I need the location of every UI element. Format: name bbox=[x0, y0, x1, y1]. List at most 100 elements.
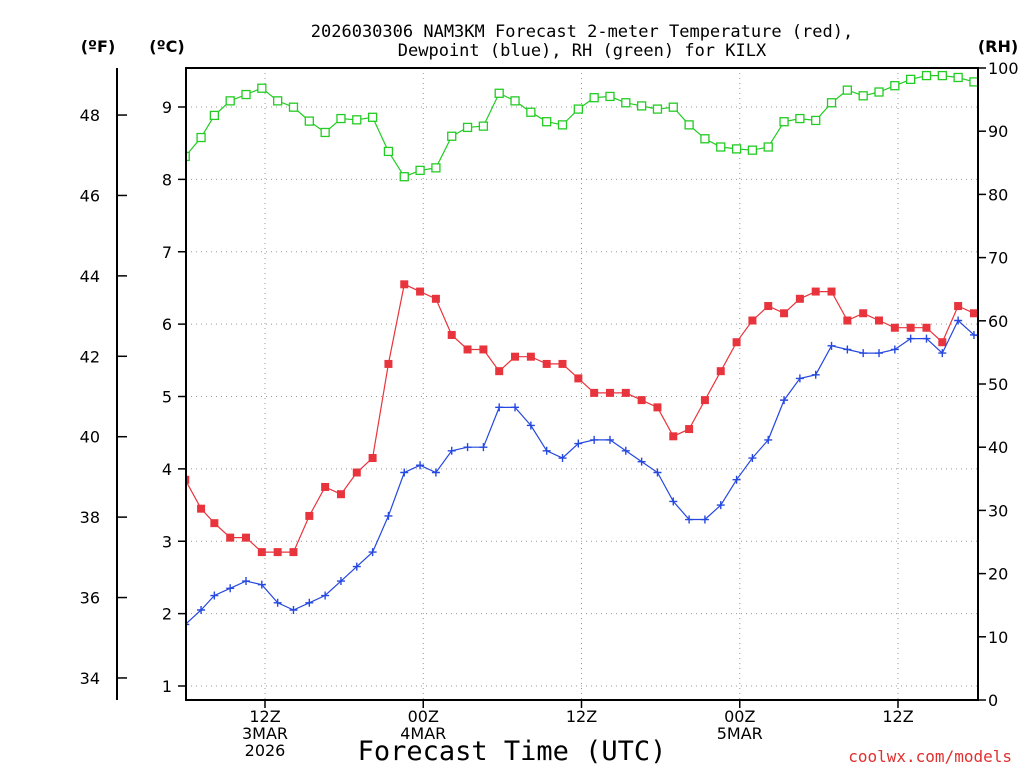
dewpoint-point-11 bbox=[352, 562, 361, 571]
dewpoint-point-45 bbox=[890, 345, 899, 354]
celsius-tick-label-3: 4 bbox=[162, 460, 172, 479]
temperature-point-10 bbox=[336, 490, 345, 499]
fahrenheit-tick-label-5: 44 bbox=[80, 267, 100, 286]
rh-point-50 bbox=[969, 77, 978, 87]
dewpoint-point-34 bbox=[716, 501, 725, 510]
dewpoint-point-15 bbox=[416, 461, 425, 470]
fahrenheit-tick-label-1: 36 bbox=[80, 589, 100, 608]
dewpoint-point-22 bbox=[526, 421, 535, 430]
dewpoint-point-19 bbox=[479, 443, 488, 452]
temperature-point-27 bbox=[605, 388, 614, 397]
temperature-point-48 bbox=[938, 338, 947, 347]
dewpoint-point-31 bbox=[669, 497, 678, 506]
rh-tick-label-8: 80 bbox=[988, 185, 1008, 204]
rh-point-1 bbox=[196, 132, 206, 143]
celsius-tick-label-0: 1 bbox=[162, 677, 172, 696]
temperature-point-33 bbox=[700, 396, 709, 405]
rh-unit-label: (RH) bbox=[978, 37, 1018, 56]
rh-tick-label-9: 90 bbox=[988, 122, 1008, 141]
temperature-point-3 bbox=[226, 533, 235, 542]
dewpoint-point-52 bbox=[1002, 353, 1010, 361]
celsius-tick-label-2: 3 bbox=[162, 532, 172, 551]
temperature-point-16 bbox=[431, 294, 440, 303]
rh-point-44 bbox=[874, 87, 884, 97]
celsius-tick-label-4: 5 bbox=[162, 388, 172, 407]
dewpoint-point-0 bbox=[186, 623, 190, 626]
celsius-tick-label-1: 2 bbox=[162, 605, 172, 624]
rh-point-34 bbox=[716, 142, 726, 152]
celsius-unit-label: (ºC) bbox=[149, 37, 184, 56]
rh-point-52 bbox=[1002, 79, 1010, 87]
rh-point-10 bbox=[336, 113, 346, 124]
temperature-point-20 bbox=[495, 367, 504, 376]
dewpoint-point-1 bbox=[197, 606, 206, 615]
rh-point-22 bbox=[526, 107, 536, 117]
rh-point-29 bbox=[636, 101, 647, 111]
rh-tick-label-1: 10 bbox=[988, 628, 1008, 647]
dewpoint-point-28 bbox=[621, 446, 630, 455]
temperature-point-52 bbox=[1002, 331, 1010, 339]
temperature-point-12 bbox=[368, 454, 377, 463]
rh-point-32 bbox=[684, 120, 694, 130]
rh-point-51 bbox=[986, 78, 994, 86]
dewpoint-point-3 bbox=[226, 584, 235, 593]
rh-point-38 bbox=[779, 117, 789, 127]
time-tick-label-4-0: 12Z bbox=[882, 707, 913, 726]
temperature-line bbox=[186, 283, 978, 553]
rh-point-31 bbox=[668, 102, 678, 112]
dewpoint-point-20 bbox=[495, 403, 504, 412]
temperature-point-17 bbox=[447, 330, 456, 339]
rh-tick-label-3: 30 bbox=[988, 501, 1008, 520]
temperature-point-42 bbox=[843, 316, 852, 325]
plot-series bbox=[186, 70, 1024, 626]
rh-tick-label-2: 20 bbox=[988, 565, 1008, 584]
dewpoint-point-44 bbox=[875, 349, 884, 358]
series-dewpoint bbox=[186, 316, 1010, 626]
temperature-point-7 bbox=[289, 548, 298, 557]
celsius-tick-label-6: 7 bbox=[162, 243, 172, 262]
dewpoint-point-6 bbox=[273, 598, 282, 607]
dewpoint-point-25 bbox=[574, 439, 583, 448]
rh-point-26 bbox=[589, 93, 599, 103]
chart-title: 2026030306 NAM3KM Forecast 2-meter Tempe… bbox=[311, 22, 853, 61]
rh-point-48 bbox=[937, 70, 947, 81]
dewpoint-point-23 bbox=[542, 446, 551, 455]
rh-point-25 bbox=[573, 104, 583, 114]
series-rh bbox=[186, 70, 1024, 182]
temperature-point-30 bbox=[653, 403, 662, 412]
rh-tick-label-5: 50 bbox=[988, 375, 1008, 394]
rh-point-21 bbox=[510, 96, 520, 106]
temperature-point-14 bbox=[400, 280, 409, 289]
temperature-point-37 bbox=[764, 302, 773, 311]
rh-point-8 bbox=[304, 116, 314, 126]
rh-point-39 bbox=[795, 113, 805, 124]
temperature-point-53 bbox=[1017, 331, 1024, 339]
temperature-point-24 bbox=[558, 359, 567, 368]
temperature-point-19 bbox=[479, 345, 488, 354]
temperature-point-47 bbox=[922, 323, 931, 332]
dewpoint-point-43 bbox=[859, 349, 868, 358]
temperature-point-35 bbox=[732, 338, 741, 347]
dewpoint-point-9 bbox=[321, 591, 330, 600]
temperature-point-49 bbox=[954, 302, 963, 311]
dewpoint-point-36 bbox=[748, 454, 757, 463]
dewpoint-point-50 bbox=[969, 330, 978, 339]
rh-point-16 bbox=[431, 163, 441, 173]
celsius-tick-label-8: 9 bbox=[162, 98, 172, 117]
dewpoint-point-8 bbox=[305, 598, 314, 607]
credit-text: coolwx.com/models bbox=[848, 747, 1012, 766]
temperature-point-2 bbox=[210, 519, 219, 528]
rh-point-41 bbox=[826, 98, 837, 108]
dewpoint-point-46 bbox=[906, 334, 915, 343]
time-tick-label-1-1: 4MAR bbox=[400, 724, 446, 743]
time-tick-label-0-1: 3MAR bbox=[242, 724, 288, 743]
dewpoint-point-42 bbox=[843, 345, 852, 354]
dewpoint-point-49 bbox=[954, 316, 963, 325]
dewpoint-point-13 bbox=[384, 511, 393, 520]
rh-point-53 bbox=[1017, 78, 1024, 86]
rh-point-15 bbox=[415, 165, 425, 176]
rh-point-6 bbox=[273, 96, 283, 106]
temperature-point-1 bbox=[197, 504, 206, 513]
temperature-point-31 bbox=[669, 432, 678, 441]
rh-point-47 bbox=[921, 70, 932, 81]
